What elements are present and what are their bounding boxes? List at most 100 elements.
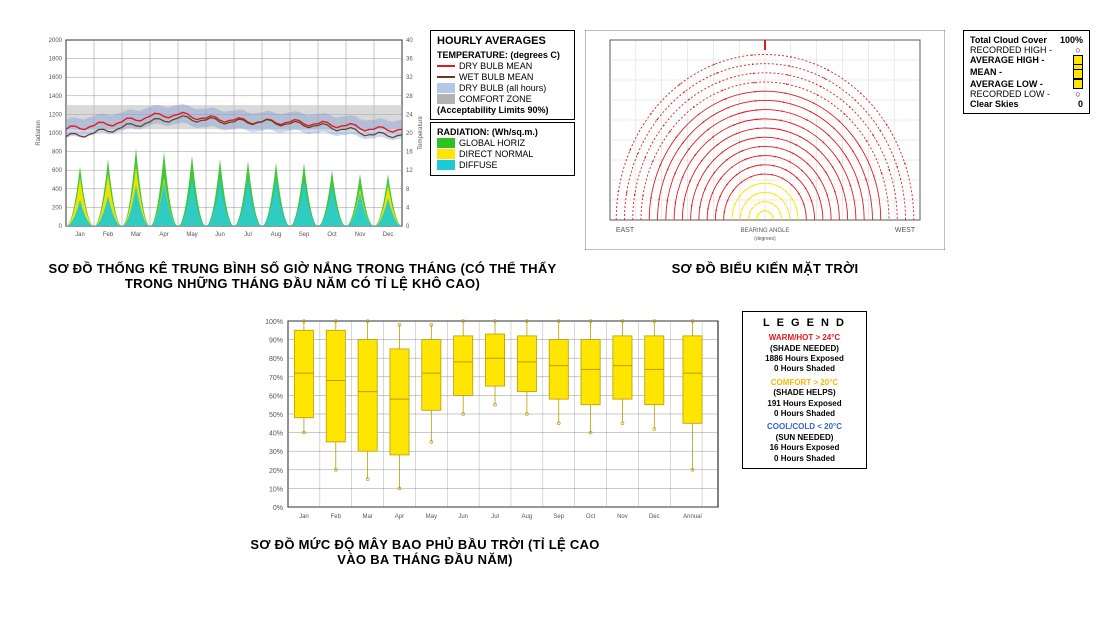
svg-text:30%: 30% <box>269 449 283 456</box>
svg-text:12: 12 <box>406 168 413 174</box>
temp-header: TEMPERATURE: (degrees C) <box>437 50 568 60</box>
ccl-mean: MEAN - <box>970 67 1002 77</box>
svg-text:0: 0 <box>59 224 63 230</box>
hourly-averages-chart: 0020044008600128001610002012002414002816… <box>30 30 430 250</box>
svg-text:Jan: Jan <box>299 514 309 520</box>
svg-text:Oct: Oct <box>586 514 596 520</box>
svg-text:Aug: Aug <box>522 514 533 520</box>
ccl-title: Total Cloud Cover <box>970 35 1047 45</box>
svg-text:Oct: Oct <box>327 232 337 238</box>
svg-text:16: 16 <box>406 150 413 156</box>
sl-coolexp: 16 Hours Exposed <box>749 443 860 453</box>
leg-direct: DIRECT NORMAL <box>459 149 533 159</box>
svg-text:1800: 1800 <box>49 57 63 63</box>
svg-text:4: 4 <box>406 205 410 211</box>
svg-text:Apr: Apr <box>159 232 168 238</box>
sunpath-chart: EASTWESTBEARING ANGLE(degrees) <box>585 30 945 250</box>
sl-comfort: COMFORT > 20°C <box>749 378 860 388</box>
svg-text:Dec: Dec <box>383 232 394 238</box>
ccl-pct: 100% <box>1060 35 1083 45</box>
svg-text:10%: 10% <box>269 486 283 493</box>
svg-text:Sep: Sep <box>553 514 564 520</box>
svg-text:Radiation: Radiation <box>36 120 42 145</box>
svg-text:Temperature: Temperature <box>418 115 424 149</box>
svg-text:40%: 40% <box>269 431 283 438</box>
leg-wetbulb-mean: WET BULB MEAN <box>459 72 533 82</box>
svg-text:8: 8 <box>406 187 410 193</box>
sunpath-panel: EASTWESTBEARING ANGLE(degrees) <box>585 30 945 255</box>
svg-text:Apr: Apr <box>395 514 404 520</box>
svg-text:400: 400 <box>52 187 63 193</box>
sl-cool: COOL/COLD < 20°C <box>749 422 860 432</box>
hourly-legend: HOURLY AVERAGES TEMPERATURE: (degrees C)… <box>430 30 575 250</box>
svg-text:1400: 1400 <box>49 94 63 100</box>
sl-warmsh: 0 Hours Shaded <box>749 364 860 374</box>
sl-comfortnote: (SHADE HELPS) <box>749 388 860 398</box>
svg-text:70%: 70% <box>269 375 283 382</box>
caption-hourly: SƠ ĐỒ THỐNG KÊ TRUNG BÌNH SỐ GIỜ NẮNG TR… <box>30 261 575 291</box>
ccl-clearval: 0 <box>1078 99 1083 109</box>
svg-text:2000: 2000 <box>49 38 63 44</box>
sl-warmexp: 1886 Hours Exposed <box>749 354 860 364</box>
svg-text:0: 0 <box>406 224 410 230</box>
leg-drybulb-all: DRY BULB (all hours) <box>459 83 546 93</box>
svg-text:1000: 1000 <box>49 131 63 137</box>
sl-warm: WARM/HOT > 24°C <box>749 333 860 343</box>
svg-text:60%: 60% <box>269 393 283 400</box>
svg-text:BEARING ANGLE: BEARING ANGLE <box>741 228 790 234</box>
sl-title: L E G E N D <box>749 316 860 330</box>
svg-text:Aug: Aug <box>271 232 282 238</box>
svg-text:Nov: Nov <box>617 514 628 520</box>
ccl-avglow: AVERAGE LOW - <box>970 79 1043 89</box>
caption-cloud: SƠ ĐỒ MỨC ĐỘ MÂY BAO PHỦ BẦU TRỜI (TỈ LỆ… <box>0 531 600 567</box>
leg-global: GLOBAL HORIZ <box>459 138 525 148</box>
svg-text:Annual: Annual <box>683 514 702 520</box>
ccl-avghigh: AVERAGE HIGH - <box>970 55 1044 65</box>
svg-text:Jul: Jul <box>244 232 252 238</box>
svg-text:Jul: Jul <box>491 514 499 520</box>
svg-text:May: May <box>186 232 197 238</box>
svg-text:Jan: Jan <box>75 232 85 238</box>
svg-text:40: 40 <box>406 38 413 44</box>
sl-coolnote: (SUN NEEDED) <box>749 433 860 443</box>
svg-text:20%: 20% <box>269 468 283 475</box>
caption-sunpath: SƠ ĐỒ BIỂU KIẾN MẶT TRỜI <box>585 261 945 291</box>
svg-text:0%: 0% <box>273 505 283 512</box>
svg-text:28: 28 <box>406 94 413 100</box>
hourly-legend-title: HOURLY AVERAGES <box>437 35 568 47</box>
svg-text:32: 32 <box>406 75 413 81</box>
cloud-cover-chart: 0%10%20%30%40%50%60%70%80%90%100%JanFebM… <box>250 311 730 531</box>
svg-text:100%: 100% <box>265 319 283 326</box>
svg-text:80%: 80% <box>269 356 283 363</box>
svg-text:(degrees): (degrees) <box>754 236 776 242</box>
sl-comfortexp: 191 Hours Exposed <box>749 399 860 409</box>
hourly-averages-panel: 0020044008600128001610002012002414002816… <box>30 30 575 250</box>
leg-diffuse: DIFFUSE <box>459 160 498 170</box>
ccl-rechigh: RECORDED HIGH - <box>970 45 1052 55</box>
svg-text:36: 36 <box>406 57 413 63</box>
svg-text:Jun: Jun <box>215 232 225 238</box>
sl-warmnote: (SHADE NEEDED) <box>749 344 860 354</box>
svg-text:20: 20 <box>406 131 413 137</box>
svg-text:Mar: Mar <box>131 232 141 238</box>
svg-text:Mar: Mar <box>362 514 372 520</box>
svg-text:EAST: EAST <box>616 227 635 234</box>
sl-coolsh: 0 Hours Shaded <box>749 454 860 464</box>
svg-text:Sep: Sep <box>299 232 310 238</box>
svg-text:200: 200 <box>52 205 63 211</box>
ccl-reclow: RECORDED LOW - <box>970 89 1050 99</box>
svg-text:Jun: Jun <box>458 514 468 520</box>
leg-accept: (Acceptability Limits 90%) <box>437 105 568 115</box>
cloud-cover-legend: Total Cloud Cover100% RECORDED HIGH -○ A… <box>963 30 1090 114</box>
sl-comfortsh: 0 Hours Shaded <box>749 409 860 419</box>
svg-text:Feb: Feb <box>103 232 114 238</box>
svg-text:Dec: Dec <box>649 514 660 520</box>
ccl-clear: Clear Skies <box>970 99 1019 109</box>
svg-text:24: 24 <box>406 112 413 118</box>
rad-header: RADIATION: (Wh/sq.m.) <box>437 127 568 137</box>
svg-text:1200: 1200 <box>49 112 63 118</box>
leg-comfort: COMFORT ZONE <box>459 94 532 104</box>
svg-text:800: 800 <box>52 150 63 156</box>
svg-text:Nov: Nov <box>355 232 366 238</box>
leg-drybulb-mean: DRY BULB MEAN <box>459 61 532 71</box>
